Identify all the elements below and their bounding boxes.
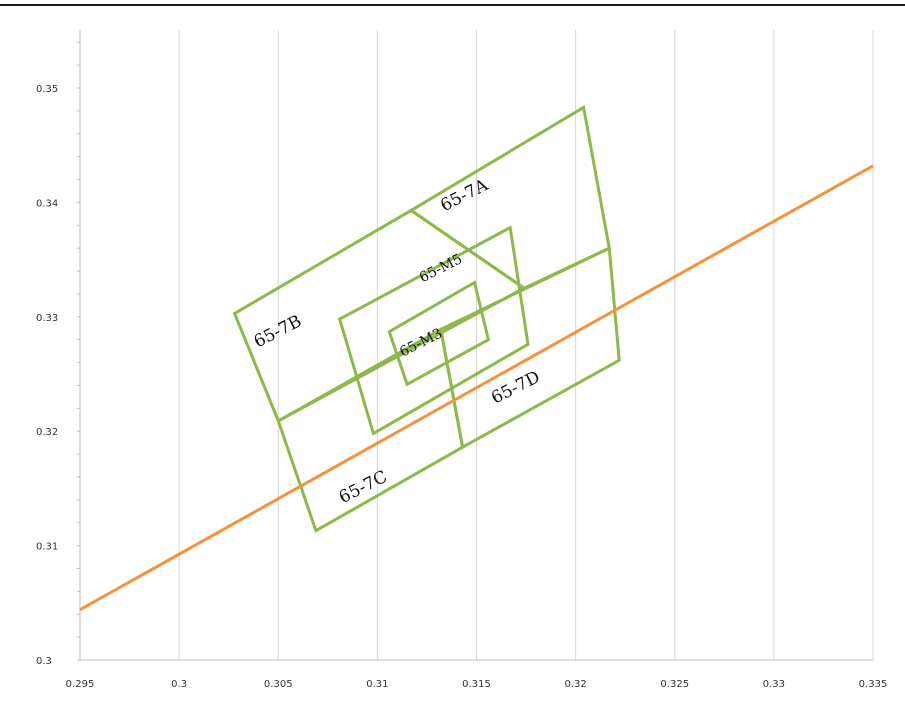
x-tick-label: 0.335 (859, 679, 888, 690)
region-65-m5 (337, 225, 530, 436)
y-tick-label: 0.31 (36, 542, 58, 553)
y-tick-label: 0.32 (36, 427, 58, 438)
x-tick-label: 0.305 (264, 679, 293, 690)
label-65-7c: 65-7C (336, 467, 391, 508)
label-65-m5: 65-M5 (417, 251, 465, 286)
x-tick-label: 0.33 (763, 679, 785, 690)
region-65-m3 (387, 280, 491, 387)
x-tick-label: 0.3 (171, 679, 187, 690)
region-outlines (232, 105, 621, 533)
label-65-m3: 65-M3 (397, 325, 445, 360)
data-series (79, 164, 874, 612)
series-line-0 (79, 164, 874, 612)
x-tick-label: 0.31 (366, 679, 388, 690)
x-tick-label: 0.325 (660, 679, 689, 690)
y-tick-label: 0.34 (36, 198, 58, 209)
label-65-7a: 65-7A (437, 175, 492, 216)
x-tick-label: 0.32 (564, 679, 586, 690)
region-65-7c (276, 327, 465, 533)
y-tick-label: 0.3 (36, 656, 52, 667)
x-tick-label: 0.315 (462, 679, 491, 690)
y-tick-label: 0.33 (36, 313, 58, 324)
region-65-7d (439, 245, 621, 450)
x-tick-label: 0.295 (66, 679, 95, 690)
y-tick-label: 0.35 (36, 84, 58, 95)
label-65-7d: 65-7D (488, 367, 543, 408)
axes: 0.295 0.3 0.305 0.31 0.315 0.32 0.325 0.33 0.335… (36, 30, 887, 690)
